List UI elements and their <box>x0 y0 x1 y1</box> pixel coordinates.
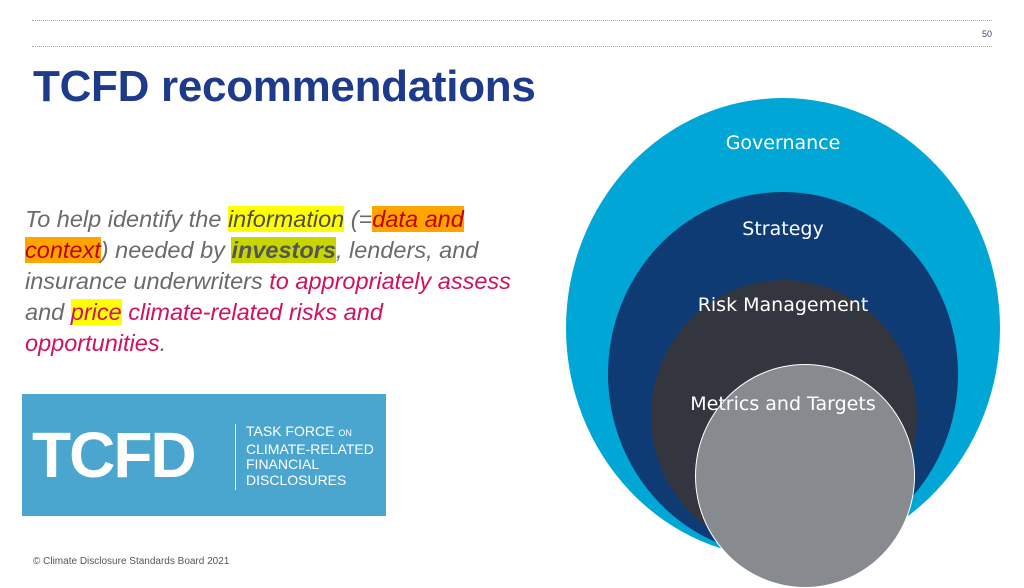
top-dotted-divider <box>32 20 992 21</box>
text-fragment: and <box>25 299 71 325</box>
logo-line-2: CLIMATE-RELATED <box>246 440 374 457</box>
risk-management-label: Risk Management <box>697 294 869 316</box>
text-fragment: (= <box>344 206 373 232</box>
header-dotted-divider <box>32 46 992 47</box>
logo-line-4: DISCLOSURES <box>246 471 347 488</box>
purpose-statement: To help identify the information (=data … <box>25 204 525 359</box>
highlight-investors: investors <box>231 237 336 263</box>
highlight-price: price <box>70 299 122 325</box>
tcfd-core-elements-diagram: Governance Strategy Risk Management Metr… <box>566 98 1006 588</box>
metrics-and-targets-circle <box>695 364 915 588</box>
logo-divider <box>235 424 236 490</box>
copyright-footer: © Climate Disclosure Standards Board 202… <box>33 556 230 567</box>
text-fragment: . <box>159 330 167 356</box>
strategy-label: Strategy <box>742 218 824 240</box>
tcfd-logo-mark: TCFD <box>32 419 197 491</box>
tcfd-logo: TCFD TASK FORCE ON CLIMATE-RELATED FINAN… <box>22 394 386 516</box>
slide-title: TCFD recommendations <box>33 62 536 111</box>
logo-line-1: TASK FORCE ON <box>246 423 374 442</box>
page-number: 50 <box>981 29 992 39</box>
logo-line-1-small: ON <box>338 428 352 438</box>
text-fragment: To help identify the <box>25 206 228 232</box>
emphasis-assess: to appropriately assess <box>269 268 511 294</box>
tcfd-logo-wordmark: TASK FORCE ON CLIMATE-RELATED FINANCIAL … <box>246 423 374 488</box>
governance-label: Governance <box>725 132 841 154</box>
text-fragment: ) needed by <box>100 237 232 263</box>
text-fragment: , lenders, and insurance underwriters <box>25 237 479 294</box>
highlight-context: context <box>25 237 101 263</box>
highlight-information: information <box>227 206 345 232</box>
logo-line-1-main: TASK FORCE <box>246 423 339 439</box>
logo-line-3: FINANCIAL <box>246 456 320 472</box>
metrics-and-targets-label: Metrics and Targets <box>690 393 876 415</box>
emphasis-risks: climate-related risks and opportunities <box>25 299 383 356</box>
highlight-data-and: data and <box>372 206 464 232</box>
